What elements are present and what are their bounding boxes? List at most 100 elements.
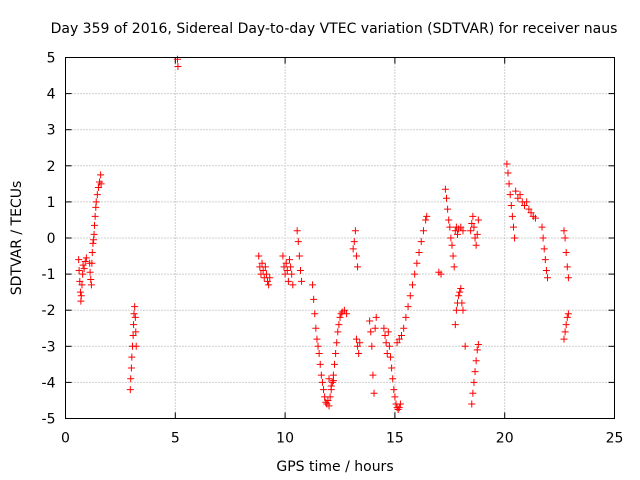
data-point: [311, 310, 319, 318]
data-point: [90, 221, 98, 229]
data-point: [318, 378, 326, 386]
data-point: [132, 342, 140, 350]
data-point: [310, 295, 318, 303]
data-point: [372, 313, 380, 321]
data-point: [443, 194, 451, 202]
data-point: [92, 198, 100, 206]
data-point: [131, 303, 139, 311]
data-point: [314, 342, 322, 350]
data-point: [80, 265, 88, 273]
data-point: [471, 234, 479, 242]
data-point: [417, 238, 425, 246]
data-point: [77, 292, 85, 300]
data-point: [541, 256, 549, 264]
data-point: [127, 375, 135, 383]
data-point: [507, 202, 515, 210]
data-point: [395, 335, 403, 343]
data-point: [562, 248, 570, 256]
data-point: [516, 191, 524, 199]
data-point: [327, 382, 335, 390]
data-point: [82, 254, 90, 262]
data-point: [449, 252, 457, 260]
data-point: [326, 393, 334, 401]
x-tick-label: 0: [61, 431, 70, 447]
data-point: [280, 263, 288, 271]
data-point: [79, 270, 87, 278]
data-point: [86, 268, 94, 276]
data-point: [419, 227, 427, 235]
data-point: [340, 306, 348, 314]
y-tick-label: 2: [47, 159, 56, 175]
data-point: [564, 274, 572, 282]
data-point: [132, 328, 140, 336]
x-tick-label: 15: [386, 431, 404, 447]
data-point: [473, 346, 481, 354]
data-point: [352, 335, 360, 343]
data-point: [282, 259, 290, 267]
data-point: [87, 276, 95, 284]
data-point: [352, 252, 360, 260]
data-point: [503, 160, 511, 168]
data-point: [328, 378, 336, 386]
data-point: [461, 342, 469, 350]
data-point: [261, 263, 269, 271]
data-point: [76, 288, 84, 296]
chart-title: Day 359 of 2016, Sidereal Day-to-day VTE…: [51, 21, 618, 37]
data-point: [368, 342, 376, 350]
x-tick-label: 5: [171, 431, 180, 447]
data-point: [563, 263, 571, 271]
data-point: [453, 230, 461, 238]
data-point: [505, 180, 513, 188]
data-point: [331, 360, 339, 368]
data-point: [354, 263, 362, 271]
data-point: [281, 270, 289, 278]
data-point: [400, 324, 408, 332]
data-point: [470, 223, 478, 231]
data-point: [380, 324, 388, 332]
data-point: [78, 281, 86, 289]
data-point: [468, 220, 476, 228]
data-point: [561, 234, 569, 242]
data-point: [457, 285, 465, 293]
data-point: [130, 321, 138, 329]
data-point: [279, 252, 287, 260]
data-point: [81, 257, 89, 265]
data-point: [413, 259, 421, 267]
data-point: [382, 339, 390, 347]
data-points: [75, 55, 572, 413]
data-point: [470, 378, 478, 386]
data-point: [564, 310, 572, 318]
data-point: [129, 331, 137, 339]
x-axis-label: GPS time / hours: [276, 459, 393, 475]
data-point: [369, 371, 377, 379]
x-tick-label: 20: [496, 431, 514, 447]
data-point: [395, 404, 403, 412]
data-point: [523, 198, 531, 206]
data-point: [329, 377, 337, 385]
data-point: [456, 288, 464, 296]
data-point: [343, 310, 351, 318]
data-point: [79, 261, 87, 269]
data-point: [504, 169, 512, 177]
data-point: [259, 266, 267, 274]
data-point: [473, 230, 481, 238]
data-point: [539, 234, 547, 242]
data-point: [354, 342, 362, 350]
data-point: [561, 328, 569, 336]
data-point: [472, 241, 480, 249]
data-point: [284, 277, 292, 285]
data-point: [325, 402, 333, 410]
data-point: [316, 360, 324, 368]
data-point: [296, 266, 304, 274]
data-point: [384, 328, 392, 336]
data-point: [366, 317, 374, 325]
data-point: [469, 389, 477, 397]
data-point: [350, 238, 358, 246]
data-point: [450, 263, 458, 271]
grid-lines: [65, 57, 615, 419]
data-point: [544, 274, 552, 282]
data-point: [397, 331, 405, 339]
y-tick-label: 3: [47, 123, 56, 139]
data-point: [255, 252, 263, 260]
